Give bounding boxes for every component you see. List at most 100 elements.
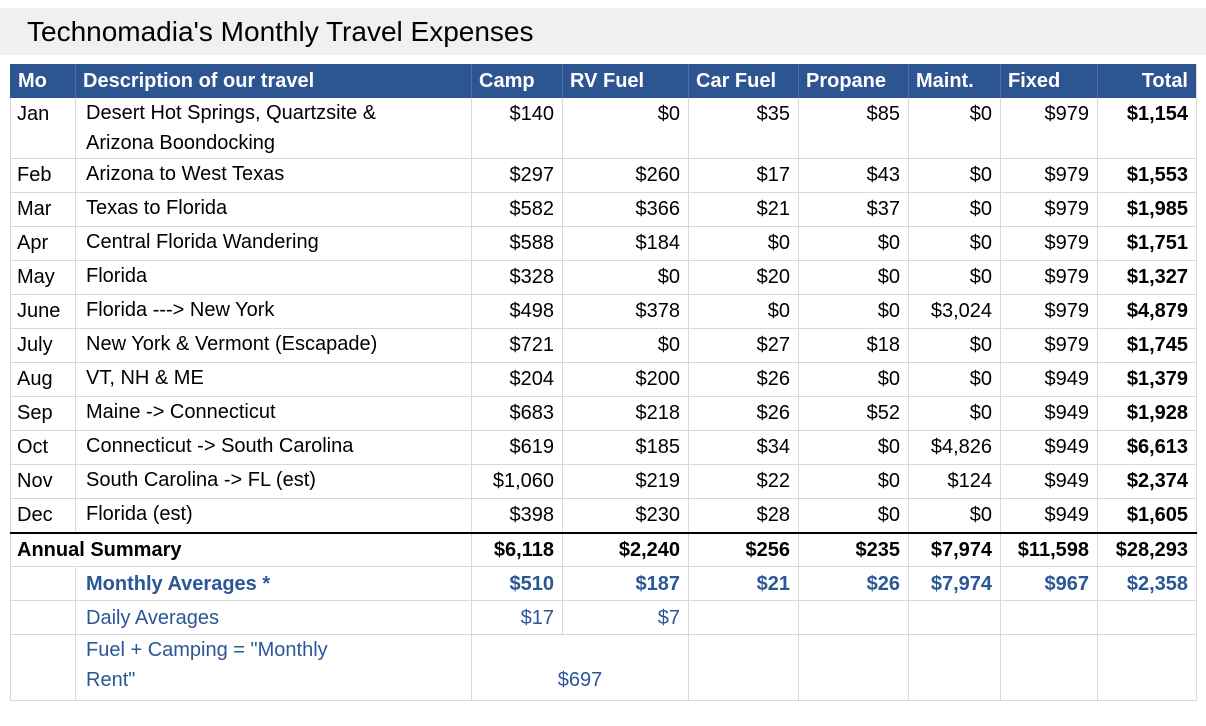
monthly-avg-car-fuel-cell: $21 xyxy=(688,566,799,601)
car-fuel-cell: $0 xyxy=(688,294,799,329)
empty-mo-cell xyxy=(10,634,76,701)
propane-cell: $0 xyxy=(798,430,909,465)
column-header-propane: Propane xyxy=(798,64,909,98)
camp-cell: $588 xyxy=(471,226,563,261)
rv-fuel-cell: $0 xyxy=(562,328,689,363)
annual-summary-row: Annual Summary $6,118 $2,240 $256 $235 $… xyxy=(10,531,1197,567)
month-row: Aug VT, NH & ME $204 $200 $26 $0 $0 $949 $1,379 xyxy=(10,362,1197,397)
monthly-averages-row: Monthly Averages * $510 $187 $21 $26 $7,… xyxy=(10,566,1197,601)
annual-total-cell: $28,293 xyxy=(1097,531,1197,567)
fixed-cell: $949 xyxy=(1000,362,1098,397)
total-cell: $1,985 xyxy=(1097,192,1197,227)
month-cell: July xyxy=(10,328,76,363)
month-row: June Florida ---> New York $498 $378 $0 $0 $3,… xyxy=(10,294,1197,329)
annual-maint-cell: $7,974 xyxy=(908,531,1001,567)
month-row: Feb Arizona to West Texas $297 $260 $17 $43 $0… xyxy=(10,158,1197,193)
monthly-avg-propane-cell: $26 xyxy=(798,566,909,601)
title-bar: Technomadia's Monthly Travel Expenses xyxy=(0,8,1206,55)
propane-cell: $0 xyxy=(798,362,909,397)
empty-cell xyxy=(798,634,909,701)
fixed-cell: $979 xyxy=(1000,226,1098,261)
description-text: Maine -> Connecticut xyxy=(86,401,276,423)
monthly-avg-camp-cell: $510 xyxy=(471,566,563,601)
camp-cell: $498 xyxy=(471,294,563,329)
camp-cell: $683 xyxy=(471,396,563,431)
description-cell: Texas to Florida xyxy=(75,192,472,227)
empty-cell xyxy=(1000,600,1098,635)
month-cell: Sep xyxy=(10,396,76,431)
car-fuel-cell: $35 xyxy=(688,98,799,159)
car-fuel-cell: $26 xyxy=(688,362,799,397)
camp-cell: $140 xyxy=(471,98,563,159)
empty-cell xyxy=(688,600,799,635)
month-cell: Oct xyxy=(10,430,76,465)
camp-cell: $582 xyxy=(471,192,563,227)
annual-propane-cell: $235 xyxy=(798,531,909,567)
description-cell: Florida (est) xyxy=(75,498,472,533)
description-text: South Carolina -> FL (est) xyxy=(86,469,316,491)
month-row: Dec Florida (est) $398 $230 $28 $0 $0 $949 $1,60… xyxy=(10,498,1197,533)
total-cell: $1,928 xyxy=(1097,396,1197,431)
month-row: Jan Desert Hot Springs, Quartzsite & Ariz… xyxy=(10,98,1197,159)
summary-rows-body: Annual Summary $6,118 $2,240 $256 $235 $… xyxy=(10,531,1197,701)
page: { "title": "Technomadia's Monthly Travel… xyxy=(0,8,1206,726)
propane-cell: $0 xyxy=(798,498,909,533)
empty-mo-cell xyxy=(10,566,76,601)
car-fuel-cell: $28 xyxy=(688,498,799,533)
propane-cell: $37 xyxy=(798,192,909,227)
maintenance-cell: $0 xyxy=(908,396,1001,431)
maintenance-cell: $4,826 xyxy=(908,430,1001,465)
fixed-cell: $949 xyxy=(1000,430,1098,465)
daily-averages-row: Daily Averages $17 $7 xyxy=(10,600,1197,635)
description-cell: Desert Hot Springs, Quartzsite & Arizona… xyxy=(75,98,472,159)
maintenance-cell: $0 xyxy=(908,226,1001,261)
column-header-fixed: Fixed xyxy=(1000,64,1098,98)
description-cell: Florida ---> New York xyxy=(75,294,472,329)
month-row: Apr Central Florida Wandering $588 $184 $0 $0… xyxy=(10,226,1197,261)
annual-summary-label: Annual Summary xyxy=(10,531,472,567)
month-rows-body: Jan Desert Hot Springs, Quartzsite & Ariz… xyxy=(10,98,1197,533)
car-fuel-cell: $22 xyxy=(688,464,799,499)
rv-fuel-cell: $0 xyxy=(562,260,689,295)
maintenance-cell: $0 xyxy=(908,498,1001,533)
month-cell: Apr xyxy=(10,226,76,261)
annual-camp-cell: $6,118 xyxy=(471,531,563,567)
propane-cell: $0 xyxy=(798,294,909,329)
month-row: Mar Texas to Florida $582 $366 $21 $37 $0 $979 $… xyxy=(10,192,1197,227)
fixed-cell: $949 xyxy=(1000,396,1098,431)
description-text: New York & Vermont (Escapade) xyxy=(86,333,378,355)
rv-fuel-cell: $230 xyxy=(562,498,689,533)
empty-cell xyxy=(1097,600,1197,635)
annual-fixed-cell: $11,598 xyxy=(1000,531,1098,567)
column-header-rv-fuel: RV Fuel xyxy=(562,64,689,98)
header-row: Mo Description of our travel Camp RV Fue… xyxy=(10,64,1197,98)
total-cell: $1,605 xyxy=(1097,498,1197,533)
daily-averages-label: Daily Averages xyxy=(75,600,472,635)
fixed-cell: $979 xyxy=(1000,192,1098,227)
total-cell: $1,327 xyxy=(1097,260,1197,295)
fixed-cell: $979 xyxy=(1000,294,1098,329)
monthly-avg-total-cell: $2,358 xyxy=(1097,566,1197,601)
expenses-table: Mo Description of our travel Camp RV Fue… xyxy=(10,64,1197,701)
description-text: Texas to Florida xyxy=(86,197,228,219)
total-cell: $4,879 xyxy=(1097,294,1197,329)
annual-rv-fuel-cell: $2,240 xyxy=(562,531,689,567)
empty-cell xyxy=(798,600,909,635)
column-header-total: Total xyxy=(1097,64,1197,98)
description-cell: Central Florida Wandering xyxy=(75,226,472,261)
month-row: Nov South Carolina -> FL (est) $1,060 $219 $… xyxy=(10,464,1197,499)
month-cell: Aug xyxy=(10,362,76,397)
total-cell: $2,374 xyxy=(1097,464,1197,499)
month-cell: June xyxy=(10,294,76,329)
monthly-rent-label-text: Fuel + Camping = "Monthly Rent" xyxy=(86,639,328,691)
propane-cell: $0 xyxy=(798,226,909,261)
month-cell: Dec xyxy=(10,498,76,533)
camp-cell: $619 xyxy=(471,430,563,465)
table-header: Mo Description of our travel Camp RV Fue… xyxy=(10,64,1197,98)
daily-avg-camp-cell: $17 xyxy=(471,600,563,635)
monthly-averages-label: Monthly Averages * xyxy=(75,566,472,601)
column-header-mo: Mo xyxy=(10,64,76,98)
description-cell: Connecticut -> South Carolina xyxy=(75,430,472,465)
month-row: Oct Connecticut -> South Carolina $619 $185… xyxy=(10,430,1197,465)
rv-fuel-cell: $218 xyxy=(562,396,689,431)
